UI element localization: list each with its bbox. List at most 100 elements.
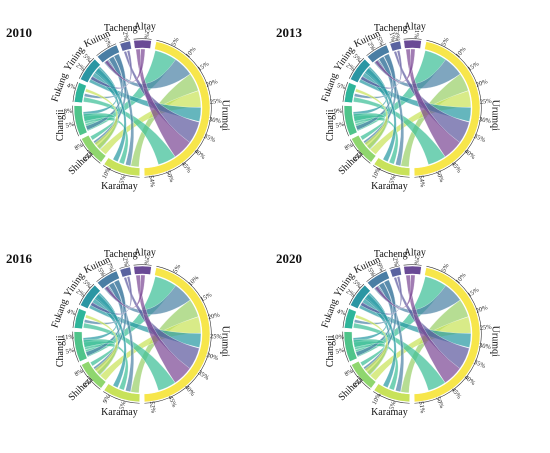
ribbon-fukang-kuitun xyxy=(353,279,396,325)
tick-label-karamay: 5% xyxy=(118,400,127,411)
arc-tacheng xyxy=(119,266,132,278)
tick-label-changji: 10% xyxy=(332,334,345,342)
tick-label-kuitun: 9% xyxy=(375,262,385,273)
arc-rim-yining xyxy=(348,57,365,79)
tick-label-shihezi: 5% xyxy=(352,152,364,163)
ribbon-kuitun-altay xyxy=(374,48,416,83)
arc-tacheng xyxy=(389,266,402,278)
arc-changji xyxy=(73,105,88,136)
tick-label-urumqi: 25% xyxy=(209,98,222,106)
tick-label-urumqi: 30% xyxy=(478,116,491,125)
ribbon-fukang-kuitun xyxy=(83,279,126,325)
tick-label-urumqi: 20% xyxy=(475,78,489,89)
arc-rim-fukang xyxy=(72,81,79,102)
city-label-tacheng: Tacheng xyxy=(104,249,138,260)
tick-label-urumqi: 15% xyxy=(467,286,481,299)
tick-label-urumqi: 54% xyxy=(417,175,426,188)
city-label-urumqi: Urumqi xyxy=(220,100,231,131)
tick-label-yining: 5% xyxy=(352,279,364,290)
ribbon-shihezi-changji xyxy=(353,112,386,141)
tick-label-urumqi: 40% xyxy=(463,148,477,161)
tick-label-urumqi: 25% xyxy=(210,333,223,340)
tick-label-changji: 8% xyxy=(64,108,74,115)
tick-label-changji: 5% xyxy=(65,347,76,356)
arc-rim-altay xyxy=(403,38,422,40)
arc-rim-kuitun xyxy=(366,269,387,282)
tick-label-urumqi: 52% xyxy=(148,401,157,414)
tick-label-kuitun: 5% xyxy=(102,37,112,48)
tick-label-urumqi: 20% xyxy=(207,311,221,321)
arc-rim-yining xyxy=(78,57,95,79)
arc-yining xyxy=(80,58,101,83)
ribbon-fukang-shihezi xyxy=(85,88,118,150)
ribbon-fukang-shihezi xyxy=(355,88,388,150)
tick-label-urumqi: 25% xyxy=(479,98,492,106)
ribbon-urumqi-yining xyxy=(358,76,472,122)
tick-label-shihezi: 5% xyxy=(82,152,94,163)
tick-label-kuitun: 5% xyxy=(96,267,107,279)
chord-panel-2013: 2013 5% 10%15% 20% 25% 30% 35% 40%45% 50% 54% Urum… xyxy=(276,22,501,192)
ribbon-shihezi-changji xyxy=(83,338,116,367)
panel-year-label: 2010 xyxy=(6,25,32,40)
arc-rim-changji xyxy=(342,105,349,137)
arc-rim-yining xyxy=(78,283,95,305)
tick-label-urumqi: 40% xyxy=(183,384,196,398)
arc-rim-changji xyxy=(72,331,79,363)
arc-kuitun xyxy=(367,270,390,290)
city-label-altay: Altay xyxy=(134,248,156,259)
city-label-changji: Changji xyxy=(55,335,66,367)
city-label-karamay: Karamay xyxy=(371,407,408,418)
ribbon-urumqi-fukang xyxy=(353,322,446,391)
city-label-altay: Altay xyxy=(404,248,426,259)
tick-label-urumqi: 10% xyxy=(454,45,467,59)
arc-fukang xyxy=(73,308,87,330)
tick-label-urumqi: 15% xyxy=(197,60,211,73)
tick-label-tacheng: 3% xyxy=(392,31,401,41)
tick-label-urumqi: 10% xyxy=(454,271,467,285)
ribbon-kuitun-altay xyxy=(104,48,146,83)
tick-label-urumqi: 5% xyxy=(440,36,450,47)
ribbon-urumqi-fukang xyxy=(83,322,176,391)
arc-urumqi xyxy=(413,41,481,177)
tick-label-urumqi: 45% xyxy=(450,387,463,401)
ribbon-shihezi-changji xyxy=(83,112,116,141)
arc-shihezi xyxy=(351,134,377,163)
city-label-shihezi: Shihezi xyxy=(66,148,95,177)
arc-changji xyxy=(343,105,358,136)
panel-year-label: 2020 xyxy=(276,251,302,266)
tick-label-shihezi: 8% xyxy=(74,367,86,378)
arc-rim-fukang xyxy=(342,81,349,102)
city-label-tacheng: Tacheng xyxy=(104,23,138,34)
arc-altay xyxy=(133,39,152,49)
panel-year-label: 2013 xyxy=(276,25,303,40)
ribbon-fukang-shihezi xyxy=(85,314,118,376)
arc-karamay xyxy=(103,157,141,177)
arc-shihezi xyxy=(81,134,107,163)
tick-label-kuitun: 5% xyxy=(375,36,385,47)
ribbon-fukang-kuitun xyxy=(83,53,126,99)
chord-panel-2010: 2010 5% 10%15% 20% 25% 30% 35% 40%45% 50% 54% Urum… xyxy=(6,22,231,192)
city-label-urumqi: Urumqi xyxy=(220,326,231,357)
tick-label-urumqi: 5% xyxy=(170,36,180,47)
tick-label-urumqi: 20% xyxy=(205,78,219,89)
arc-rim-kuitun xyxy=(366,43,387,56)
arc-rim-altay xyxy=(403,264,422,266)
tick-label-urumqi: 45% xyxy=(166,395,178,409)
tick-label-urumqi: 25% xyxy=(479,324,492,332)
tick-label-shihezi: 8% xyxy=(344,367,356,378)
city-label-shihezi: Shihezi xyxy=(336,148,365,177)
arc-rim-altay xyxy=(133,38,152,40)
ribbon-group xyxy=(82,274,202,394)
city-label-tacheng: Tacheng xyxy=(374,249,408,260)
arc-urumqi xyxy=(413,267,481,403)
tick-label-shihezi: 5% xyxy=(352,378,364,389)
chord-panel-2016: 2016 5% 10% 15% 20% 25% 30% 35%40% 45% 52% Urumqi 5… xyxy=(6,248,231,418)
tick-label-shihezi: 8% xyxy=(74,141,86,152)
tick-label-changji: 5% xyxy=(335,347,346,356)
tick-label-kuitun: 2% xyxy=(366,41,377,53)
city-label-karamay: Karamay xyxy=(371,181,408,192)
tick-label-yining: 5% xyxy=(82,279,94,290)
ribbon-urumqi-yining xyxy=(88,76,202,122)
ribbon-kuitun-altay xyxy=(104,274,146,309)
